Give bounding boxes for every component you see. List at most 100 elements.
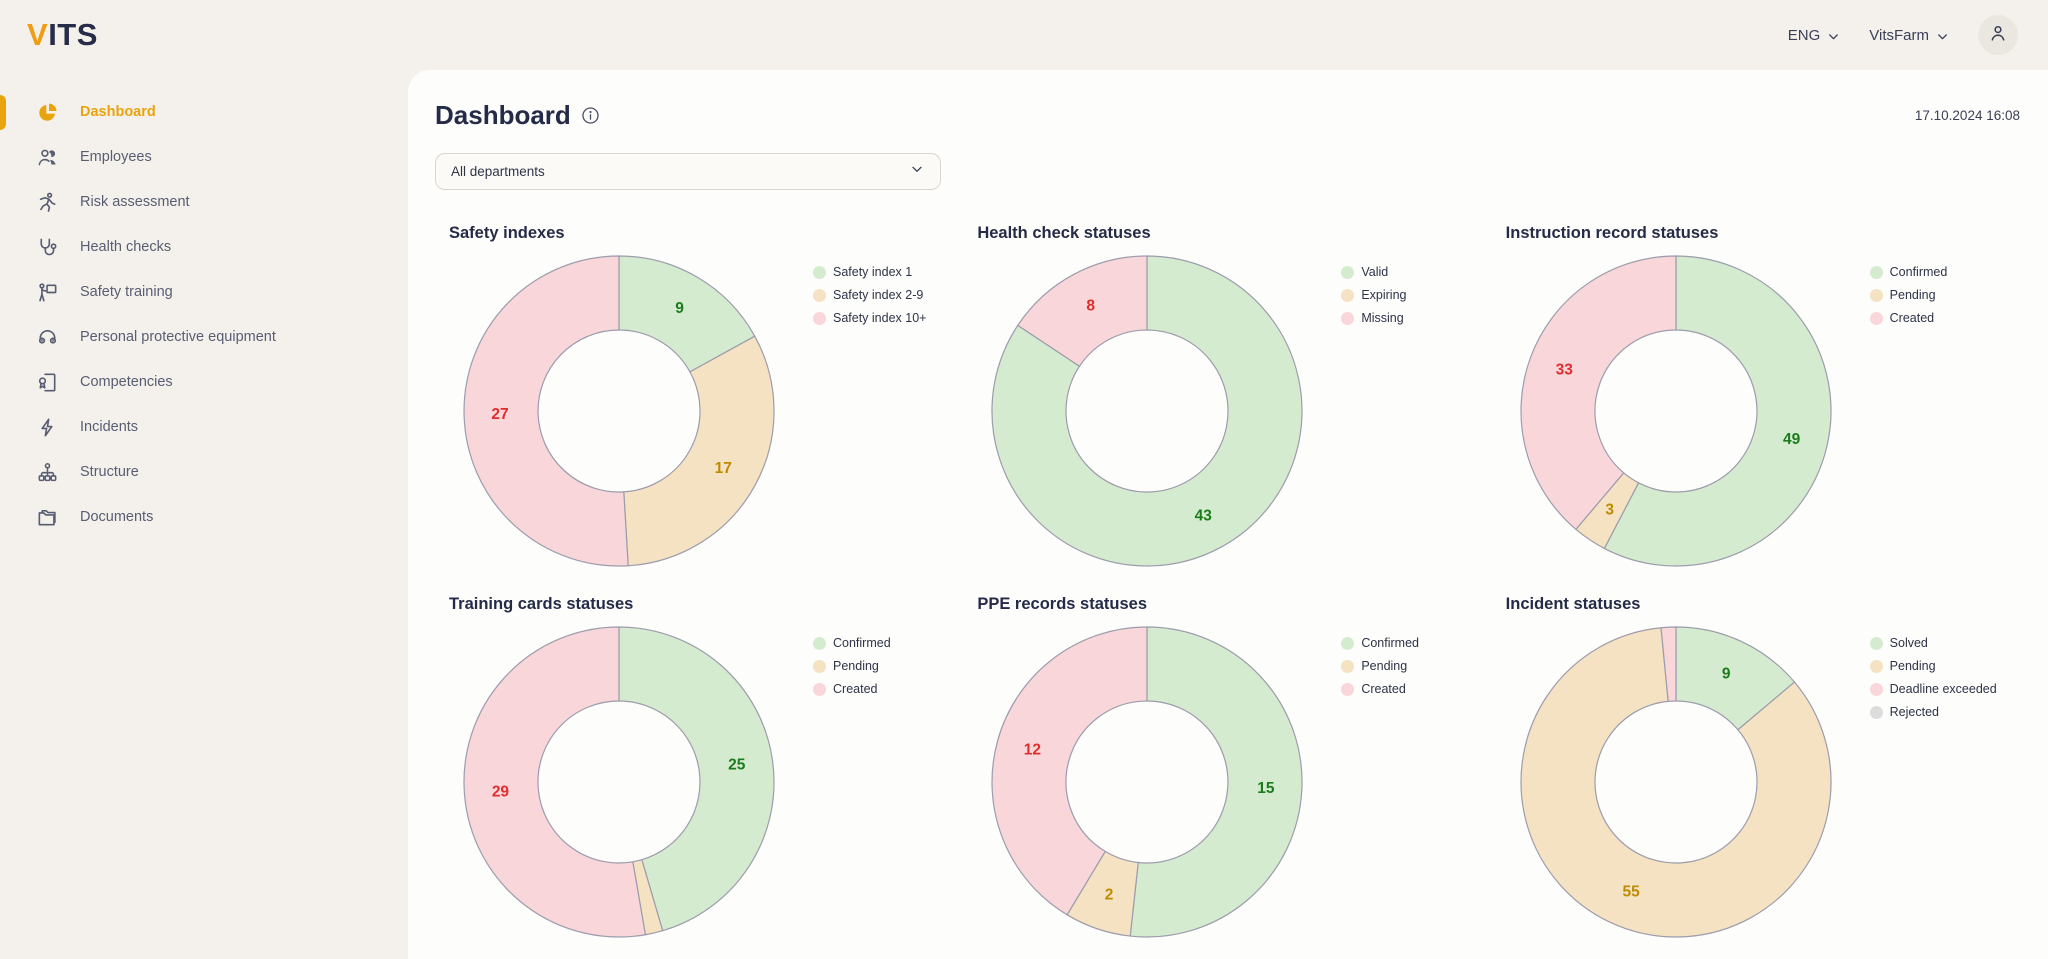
legend-label: Rejected (1889, 705, 1939, 719)
chevron-down-icon (1935, 27, 1950, 44)
sidebar-item-health-checks[interactable]: Health checks (0, 225, 408, 270)
sidebar-item-employees[interactable]: Employees (0, 135, 408, 180)
donut-segment[interactable] (1520, 627, 1832, 938)
documents-icon (36, 506, 59, 529)
legend-label: Pending (1361, 659, 1408, 673)
topbar-actions: ENG VitsFarm (1788, 15, 2018, 55)
legend-item[interactable]: Missing (1341, 311, 1406, 325)
legend-item[interactable]: Safety index 1 (813, 265, 926, 279)
segment-value: 8 (1087, 298, 1096, 315)
tenant-select[interactable]: VitsFarm (1869, 27, 1950, 44)
chart-legend: Safety index 1 Safety index 2-9 Safety ind… (813, 253, 926, 569)
donut-segment[interactable] (1017, 255, 1148, 367)
sidebar-item-label: Personal protective equipment (80, 328, 276, 345)
legend-item[interactable]: Confirmed (1341, 636, 1419, 650)
segment-value: 29 (492, 784, 510, 801)
legend-swatch (1869, 659, 1883, 673)
sidebar-item-label: Risk assessment (80, 193, 190, 210)
legend-swatch (1341, 265, 1355, 279)
user-avatar-button[interactable] (1978, 15, 2018, 55)
sidebar-item-safety-training[interactable]: Safety training (0, 270, 408, 315)
sidebar-item-incidents[interactable]: Incidents (0, 405, 408, 450)
legend-item[interactable]: Deadline exceeded (1869, 682, 1997, 696)
chart-legend: Confirmed Pending Created (813, 624, 891, 940)
main-panel: Dashboard 17.10.2024 16:08 All departmen… (408, 70, 2048, 959)
sidebar-item-structure[interactable]: Structure (0, 450, 408, 495)
language-label: ENG (1787, 26, 1821, 44)
legend-swatch (1869, 705, 1883, 719)
legend-item[interactable]: Pending (1869, 659, 1997, 673)
sidebar-item-documents[interactable]: Documents (0, 495, 408, 540)
sidebar-item-label: Documents (80, 508, 154, 525)
donut-segment[interactable] (623, 335, 775, 567)
chart-legend: Confirmed Pending Created (1869, 253, 1948, 569)
legend-item[interactable]: Created (1869, 311, 1948, 325)
segment-value: 2 (1105, 886, 1114, 903)
page-header: Dashboard 17.10.2024 16:08 (435, 100, 2020, 131)
chart-health-check-statuses: Health check statuses 43 8 Valid Expiring Mis… (963, 224, 1491, 569)
legend-swatch (813, 311, 826, 325)
tenant-label: VitsFarm (1869, 26, 1929, 44)
legend-item[interactable]: Safety index 2-9 (813, 288, 926, 302)
legend-swatch (1869, 311, 1883, 325)
chart-title: Incident statuses (1505, 595, 1641, 613)
info-icon[interactable] (580, 105, 601, 126)
legend-label: Created (1361, 682, 1406, 696)
legend-swatch (1341, 311, 1355, 325)
risk-assessment-icon (36, 191, 59, 214)
chart-title: Training cards statuses (449, 595, 634, 613)
charts-grid: Safety indexes 9 17 27 Safety index 1 Safety … (435, 224, 2020, 940)
legend-item[interactable]: Rejected (1869, 705, 1997, 719)
legend-item[interactable]: Created (1341, 682, 1419, 696)
ppe-icon (36, 326, 59, 349)
segment-value: 17 (715, 460, 732, 477)
legend-label: Confirmed (1361, 636, 1419, 650)
logo: VITS (27, 17, 98, 53)
department-select[interactable]: All departments (435, 153, 941, 190)
logo-accent: V (27, 17, 49, 52)
donut-segment[interactable] (991, 626, 1148, 916)
donut-segment[interactable] (463, 255, 629, 567)
donut-chart: 49 3 33 (1518, 253, 1834, 569)
donut-segment[interactable] (1603, 255, 1832, 567)
legend-item[interactable]: Expiring (1341, 288, 1407, 302)
donut-chart: 43 8 (989, 253, 1305, 569)
legend-item[interactable]: Solved (1869, 636, 1997, 650)
chart-title: PPE records statuses (977, 595, 1147, 613)
legend-item[interactable]: Valid (1341, 265, 1406, 279)
legend-label: Safety index 2-9 (833, 288, 924, 302)
legend-item[interactable]: Created (813, 682, 891, 696)
legend-item[interactable]: Pending (813, 659, 891, 673)
legend-label: Safety index 10+ (833, 311, 927, 325)
donut-segment[interactable] (1520, 255, 1677, 530)
legend-item[interactable]: Pending (1869, 288, 1948, 302)
chart-title: Health check statuses (977, 224, 1151, 242)
legend-swatch (813, 288, 826, 302)
donut-chart: 15 2 12 (989, 624, 1305, 940)
sidebar-item-risk-assessment[interactable]: Risk assessment (0, 180, 408, 225)
sidebar-item-personal-protective-equipment[interactable]: Personal protective equipment (0, 315, 408, 360)
segment-value: 49 (1783, 431, 1801, 448)
sidebar-item-label: Competencies (80, 373, 173, 390)
legend-swatch (813, 265, 826, 279)
legend-swatch (813, 682, 826, 696)
donut-segment[interactable] (1660, 626, 1677, 702)
legend-item[interactable]: Confirmed (1869, 265, 1947, 279)
legend-label: Solved (1889, 636, 1928, 650)
sidebar-item-label: Dashboard (80, 103, 156, 120)
chevron-down-icon (1826, 27, 1841, 44)
legend-item[interactable]: Pending (1341, 659, 1419, 673)
logo-text: ITS (48, 17, 98, 52)
sidebar-item-competencies[interactable]: Competencies (0, 360, 408, 405)
legend-swatch (813, 636, 826, 650)
donut-segment[interactable] (1129, 626, 1303, 938)
donut-segment[interactable] (991, 255, 1303, 567)
donut-segment[interactable] (463, 626, 647, 938)
language-select[interactable]: ENG (1788, 27, 1842, 44)
sidebar-item-dashboard[interactable]: Dashboard (0, 90, 408, 135)
legend-item[interactable]: Safety index 10+ (813, 311, 926, 325)
legend-label: Safety index 1 (833, 265, 913, 279)
donut-segment[interactable] (618, 626, 775, 932)
legend-item[interactable]: Confirmed (813, 636, 891, 650)
segment-value: 15 (1258, 780, 1276, 797)
